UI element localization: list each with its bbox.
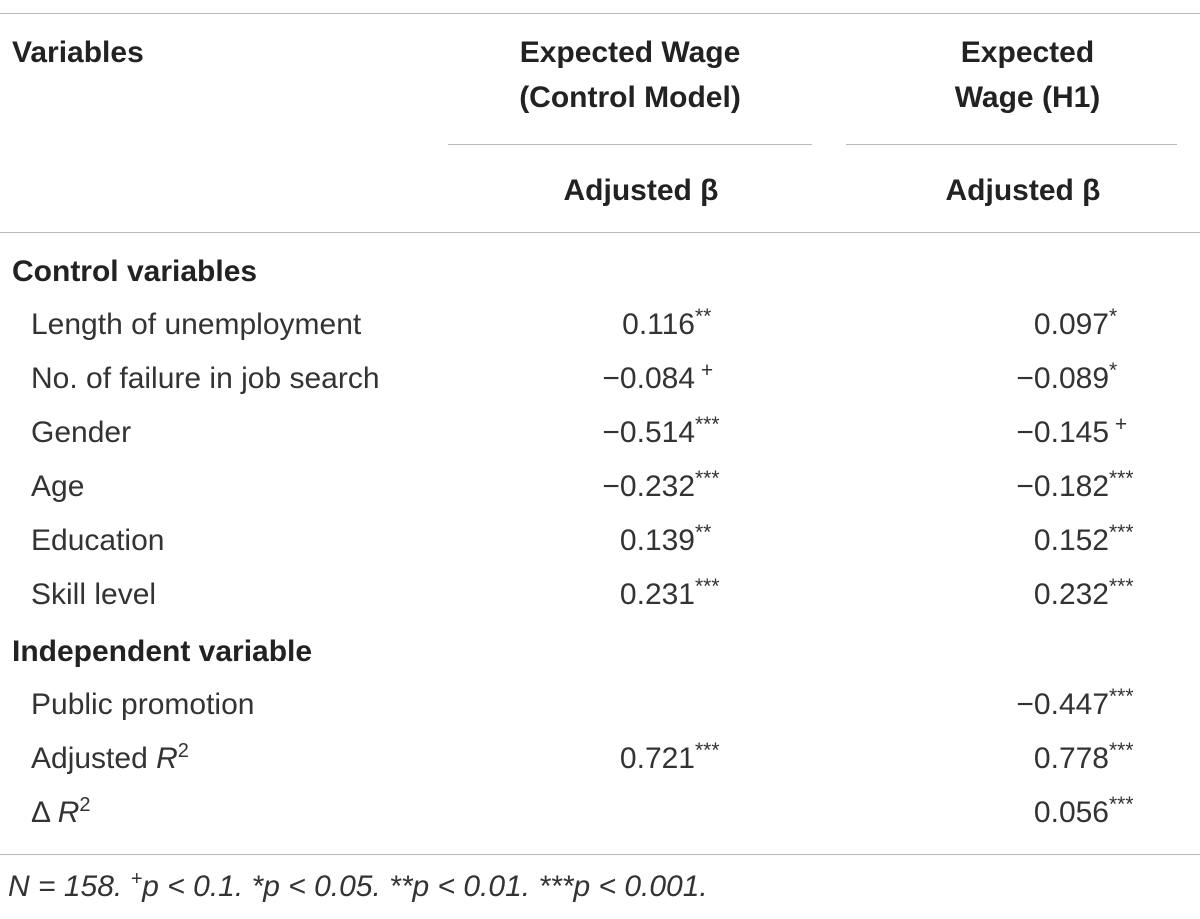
significance-h1: + bbox=[1109, 413, 1128, 436]
footnote-plus: + bbox=[130, 868, 143, 890]
row-label: Age bbox=[31, 470, 85, 503]
value-control: 0.721 bbox=[619, 742, 695, 775]
table-row: Age −0.232*** −0.182*** bbox=[0, 460, 1200, 514]
footnote-p3: p < 0.01. bbox=[412, 870, 539, 903]
header-h1-model-line1: Expected bbox=[960, 36, 1095, 69]
header-control-model-line2: (Control Model) bbox=[519, 81, 741, 114]
table-row: Gender −0.514*** −0.145 + bbox=[0, 406, 1200, 460]
row-label: Length of unemployment bbox=[31, 308, 362, 341]
significance-control: ** bbox=[695, 521, 712, 544]
label-superscript: 2 bbox=[79, 794, 91, 816]
subheader-adjusted-beta-h1: Adjusted β bbox=[945, 174, 1101, 207]
top-rule bbox=[0, 13, 1200, 14]
value-h1: 0.232 bbox=[1033, 578, 1109, 611]
row-label: Gender bbox=[31, 416, 132, 449]
footnote-p2: p < 0.05. bbox=[263, 870, 390, 903]
significance-control: + bbox=[695, 359, 714, 382]
significance-h1: * bbox=[1109, 359, 1118, 382]
footnote-star1: * bbox=[251, 870, 264, 903]
label-prefix: Δ bbox=[31, 796, 58, 829]
header-h1-model: Expected Wage (H1) bbox=[880, 30, 1175, 120]
footnote-star2: ** bbox=[389, 870, 413, 903]
value-h1: −0.182 bbox=[1016, 470, 1109, 503]
row-label: Δ R2 bbox=[31, 786, 91, 840]
significance-control: *** bbox=[695, 467, 720, 490]
subheader-adjusted-beta-control: Adjusted β bbox=[563, 174, 719, 207]
value-h1: −0.145 bbox=[1016, 416, 1109, 449]
value-h1: 0.056 bbox=[1033, 796, 1109, 829]
value-control: 0.139 bbox=[619, 524, 695, 557]
header-bottom-rule bbox=[0, 232, 1200, 233]
header-control-model-line1: Expected Wage bbox=[519, 36, 741, 69]
footnote-star3: *** bbox=[538, 870, 574, 903]
value-h1: 0.152 bbox=[1033, 524, 1109, 557]
significance-control: ** bbox=[695, 305, 712, 328]
row-label: Education bbox=[31, 524, 165, 557]
header-control-model: Expected Wage (Control Model) bbox=[448, 30, 812, 120]
table-row: Skill level 0.231*** 0.232*** bbox=[0, 568, 1200, 622]
table-row: Public promotion −0.447*** bbox=[0, 678, 1200, 732]
significance-h1: *** bbox=[1109, 521, 1134, 544]
significance-h1: *** bbox=[1109, 739, 1134, 762]
significance-control: *** bbox=[695, 413, 720, 436]
row-label: Adjusted R2 bbox=[31, 732, 189, 786]
significance-h1: *** bbox=[1109, 793, 1134, 816]
label-r: R bbox=[156, 742, 178, 775]
row-label: Public promotion bbox=[31, 688, 255, 721]
header-h1-model-line2: Wage (H1) bbox=[954, 81, 1101, 114]
header-rule-h1 bbox=[846, 144, 1177, 145]
value-control: −0.232 bbox=[602, 470, 695, 503]
value-h1: −0.089 bbox=[1016, 362, 1109, 395]
value-h1: 0.097 bbox=[1033, 308, 1109, 341]
section-independent-variable: Independent variable bbox=[12, 635, 313, 668]
header-rule-control bbox=[448, 144, 812, 145]
significance-h1: *** bbox=[1109, 575, 1134, 598]
significance-h1: *** bbox=[1109, 467, 1134, 490]
footnote-p1: p < 0.1. bbox=[142, 870, 252, 903]
label-r: R bbox=[57, 796, 80, 829]
label-superscript: 2 bbox=[177, 740, 189, 762]
significance-h1: *** bbox=[1109, 685, 1134, 708]
significance-control: *** bbox=[695, 575, 720, 598]
table-row: Adjusted R2 0.721*** 0.778*** bbox=[0, 732, 1200, 786]
table-bottom-rule bbox=[0, 854, 1200, 855]
row-label: Skill level bbox=[31, 578, 157, 611]
table-row: No. of failure in job search −0.084 + −0… bbox=[0, 352, 1200, 406]
value-h1: 0.778 bbox=[1033, 742, 1109, 775]
value-control: −0.084 bbox=[602, 362, 695, 395]
table-row: Δ R2 0.056*** bbox=[0, 786, 1200, 840]
table-row: Education 0.139** 0.152*** bbox=[0, 514, 1200, 568]
table-footnote: N = 158. +p < 0.1. *p < 0.05. **p < 0.01… bbox=[8, 862, 708, 912]
value-h1: −0.447 bbox=[1016, 688, 1109, 721]
table-row: Length of unemployment 0.116** 0.097* bbox=[0, 298, 1200, 352]
value-control: 0.231 bbox=[619, 578, 695, 611]
row-label: No. of failure in job search bbox=[31, 362, 380, 395]
significance-h1: * bbox=[1109, 305, 1118, 328]
significance-control: *** bbox=[695, 739, 720, 762]
label-prefix: Adjusted bbox=[31, 742, 157, 775]
value-control: −0.514 bbox=[602, 416, 695, 449]
header-variables: Variables bbox=[12, 36, 144, 69]
section-control-variables: Control variables bbox=[12, 255, 258, 288]
footnote-p4: p < 0.001. bbox=[573, 870, 708, 903]
footnote-n: N = 158. bbox=[8, 870, 131, 903]
value-control: 0.116 bbox=[622, 308, 695, 341]
